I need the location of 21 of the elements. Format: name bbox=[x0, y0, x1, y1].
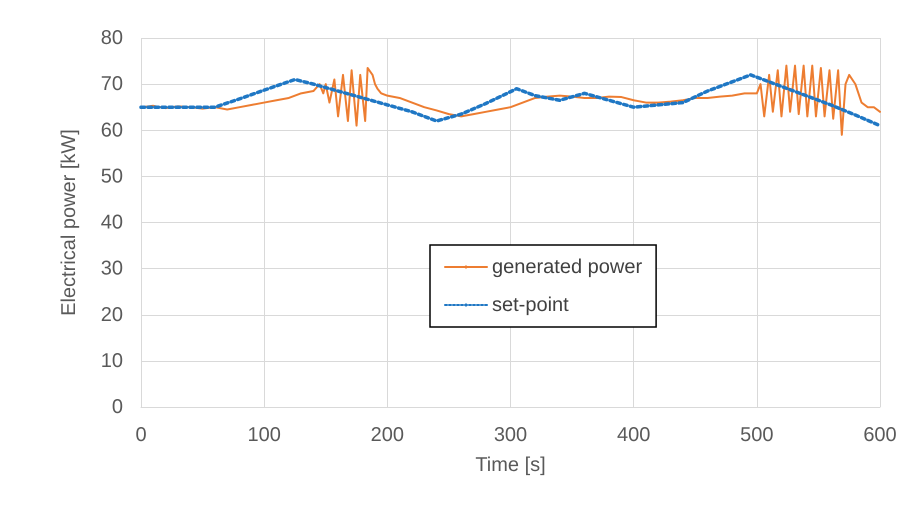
y-tick-label: 0 bbox=[112, 396, 123, 418]
y-tick-label: 80 bbox=[100, 27, 123, 49]
x-tick-label: 400 bbox=[616, 424, 650, 446]
x-axis-title: Time [s] bbox=[475, 454, 546, 476]
y-tick-label: 20 bbox=[100, 304, 123, 326]
y-tick-label: 30 bbox=[100, 258, 123, 280]
y-tick-label: 60 bbox=[100, 119, 123, 142]
legend-label: set-point bbox=[492, 294, 570, 316]
y-tick-label: 70 bbox=[100, 73, 123, 96]
x-tick-label: 500 bbox=[740, 424, 774, 446]
legend-label: generated power bbox=[492, 256, 642, 278]
y-tick-label: 40 bbox=[100, 212, 123, 234]
y-tick-label: 50 bbox=[100, 165, 123, 188]
x-tick-label: 100 bbox=[247, 424, 281, 446]
x-tick-label: 300 bbox=[494, 424, 528, 446]
x-tick-label: 600 bbox=[863, 424, 897, 446]
line-series bbox=[139, 73, 882, 128]
x-tick-label: 200 bbox=[370, 424, 404, 446]
y-tick-label: 10 bbox=[100, 350, 123, 372]
x-tick-label: 0 bbox=[135, 424, 147, 446]
y-axis-title: Electrical power [kW] bbox=[58, 129, 80, 316]
